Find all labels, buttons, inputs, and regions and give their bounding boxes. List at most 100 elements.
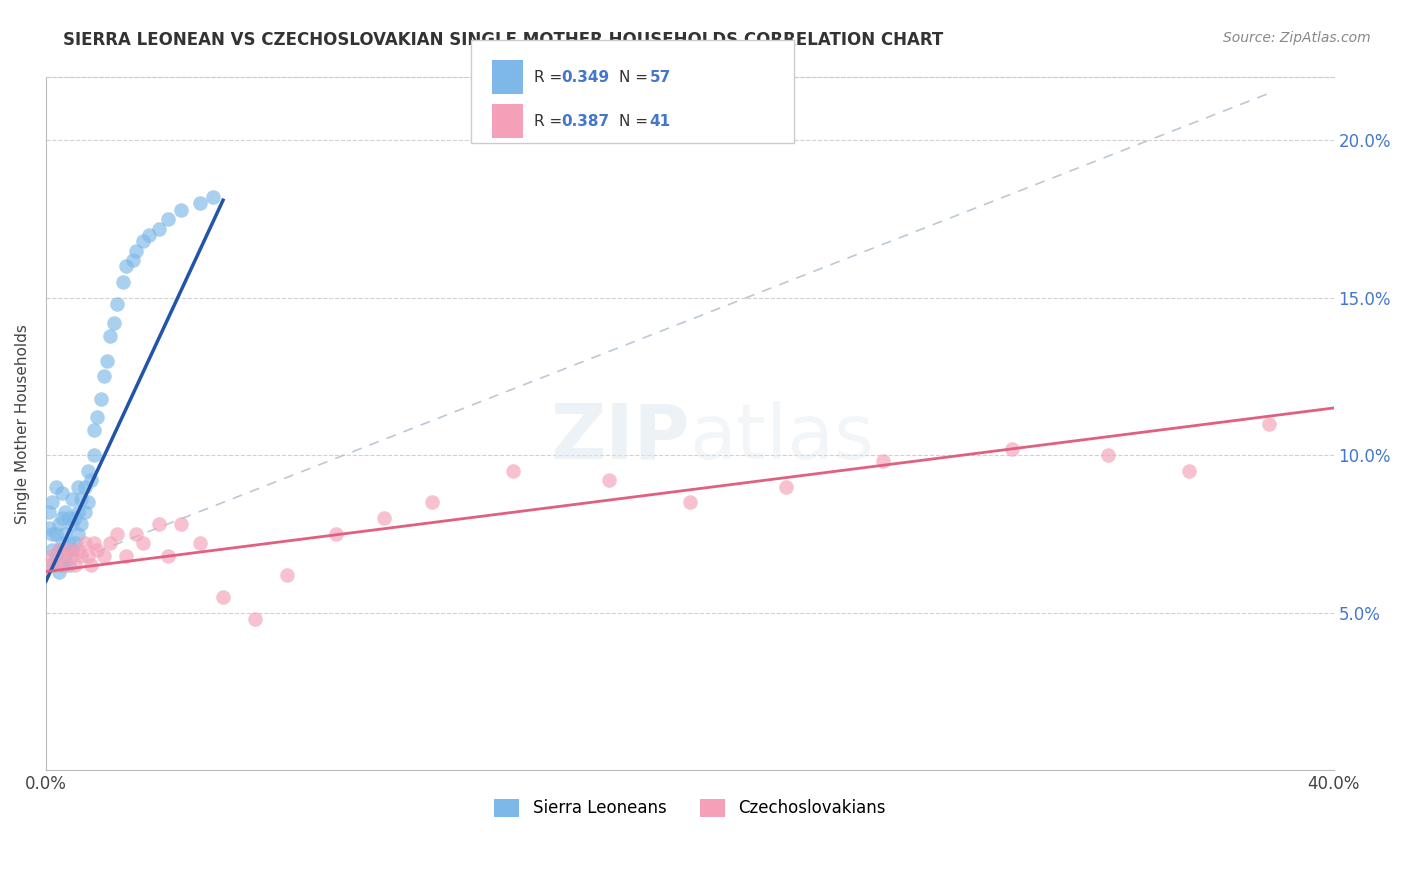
Point (67, 505, 90, 519)
Point (125, 527, 148, 541)
Point (125, 244, 148, 258)
Text: 57: 57 (650, 70, 671, 85)
Point (51, 549, 73, 563)
Point (41, 542, 63, 557)
Point (53, 505, 76, 519)
Point (148, 221, 170, 235)
Point (115, 260, 138, 274)
Point (598, 474, 620, 488)
Point (76, 464, 98, 478)
Text: 0.349: 0.349 (561, 70, 609, 85)
Point (325, 527, 347, 541)
Point (98, 328, 121, 343)
Point (1178, 464, 1201, 478)
Point (60, 492, 83, 507)
Point (53, 527, 76, 541)
Point (63, 536, 86, 550)
Point (73, 480, 96, 494)
Text: R =: R = (534, 70, 568, 85)
Point (112, 275, 135, 289)
Point (105, 527, 128, 541)
Point (86, 410, 108, 425)
Point (76, 495, 98, 509)
Point (67, 542, 90, 557)
Text: atlas: atlas (690, 401, 875, 475)
Point (83, 536, 105, 550)
Point (202, 190, 225, 204)
Point (98, 536, 121, 550)
Point (90, 392, 112, 406)
Point (420, 495, 443, 509)
Text: SIERRA LEONEAN VS CZECHOSLOVAKIAN SINGLE MOTHER HOUSEHOLDS CORRELATION CHART: SIERRA LEONEAN VS CZECHOSLOVAKIAN SINGLE… (63, 31, 943, 49)
Point (48, 542, 70, 557)
Point (80, 558, 103, 573)
Point (63, 511, 86, 525)
Point (70, 517, 93, 532)
Point (58, 542, 80, 557)
Point (70, 549, 93, 563)
Point (83, 448, 105, 462)
Point (45, 558, 67, 573)
Point (63, 558, 86, 573)
Point (105, 297, 128, 311)
Point (1097, 448, 1119, 462)
Point (53, 558, 76, 573)
Point (679, 495, 702, 509)
Text: R =: R = (534, 114, 568, 129)
Point (131, 234, 153, 248)
Point (170, 517, 193, 532)
Text: 0.387: 0.387 (561, 114, 609, 129)
Point (45, 549, 67, 563)
Text: N =: N = (619, 70, 652, 85)
Point (190, 196, 212, 211)
Point (775, 480, 797, 494)
Point (48, 565, 70, 579)
Point (58, 558, 80, 573)
Y-axis label: Single Mother Households: Single Mother Households (15, 324, 30, 524)
Point (148, 517, 170, 532)
Point (38, 558, 60, 573)
Point (58, 511, 80, 525)
Point (83, 423, 105, 437)
Point (67, 480, 90, 494)
Point (373, 511, 395, 525)
Point (131, 536, 153, 550)
Point (60, 542, 83, 557)
Point (76, 549, 98, 563)
Point (170, 202, 193, 217)
Point (48, 517, 70, 532)
Point (48, 542, 70, 557)
Point (80, 474, 103, 488)
Point (212, 590, 235, 604)
Point (58, 536, 80, 550)
Text: 41: 41 (650, 114, 671, 129)
Point (96, 353, 118, 368)
Point (502, 464, 524, 478)
Point (38, 520, 60, 534)
Point (138, 227, 160, 242)
Point (245, 612, 267, 626)
Point (157, 212, 180, 227)
Text: N =: N = (619, 114, 652, 129)
Point (41, 549, 63, 563)
Point (86, 542, 108, 557)
Point (41, 558, 63, 573)
Point (51, 558, 73, 573)
Point (276, 567, 298, 582)
Point (60, 517, 83, 532)
Point (51, 511, 73, 525)
Point (190, 536, 212, 550)
Text: Source: ZipAtlas.com: Source: ZipAtlas.com (1223, 31, 1371, 45)
Point (73, 536, 96, 550)
Point (93, 549, 115, 563)
Point (41, 495, 63, 509)
Point (872, 454, 894, 468)
Point (45, 527, 67, 541)
Point (53, 549, 76, 563)
Point (73, 505, 96, 519)
Point (1258, 417, 1281, 431)
Point (45, 480, 67, 494)
Point (103, 316, 125, 330)
Point (51, 536, 73, 550)
Point (1001, 442, 1024, 456)
